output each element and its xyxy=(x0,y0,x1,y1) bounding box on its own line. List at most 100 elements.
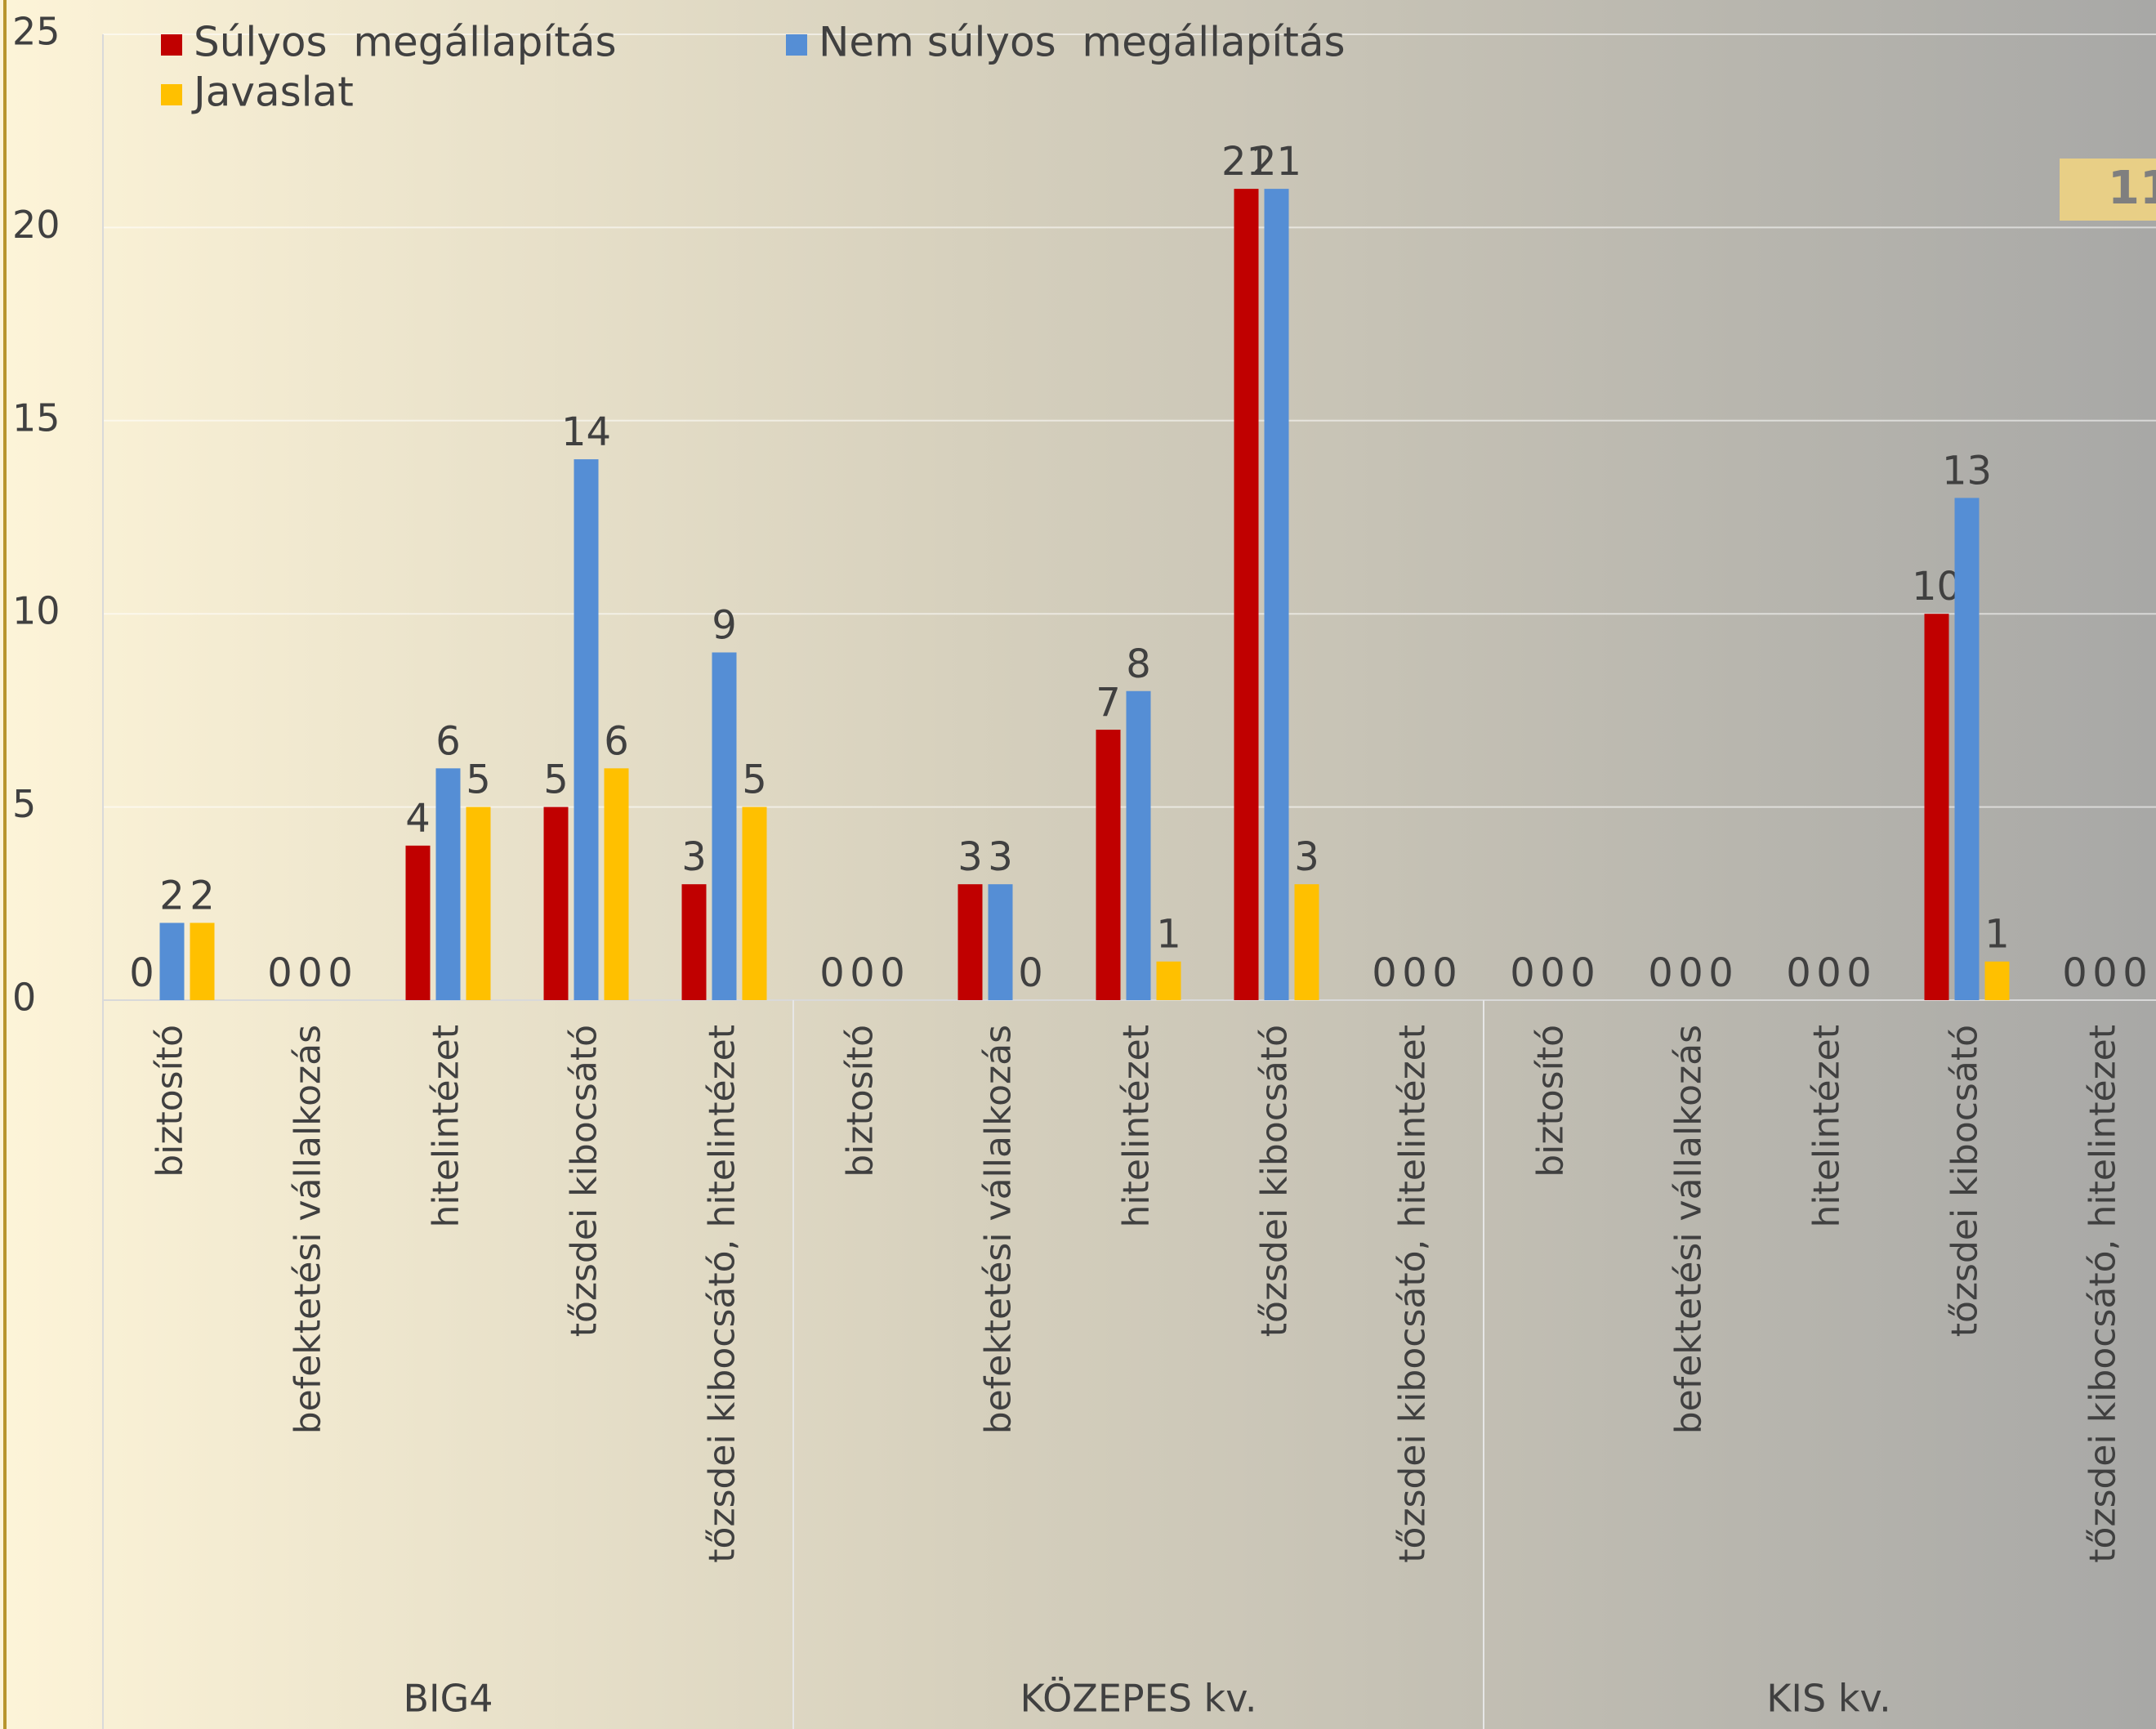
group-label: KIS kv. xyxy=(1766,1677,1890,1721)
bar xyxy=(190,923,215,1000)
value-label: 0 xyxy=(880,950,905,996)
value-label: 0 xyxy=(1540,950,1565,996)
value-label: 10 xyxy=(1912,564,1962,610)
value-label: 3 xyxy=(957,834,983,880)
y-tick-label: 25 xyxy=(12,10,60,54)
legend-swatch xyxy=(786,34,807,56)
value-label: 0 xyxy=(1372,950,1397,996)
x-tick-label: befektetési vállalkozás xyxy=(288,1025,329,1434)
bar xyxy=(435,768,461,1000)
value-label: 9 xyxy=(712,602,737,648)
bar xyxy=(1264,189,1289,1000)
bar xyxy=(604,768,629,1000)
x-tick-label: befektetési vállalkozás xyxy=(978,1025,1020,1434)
value-label: 0 xyxy=(819,950,845,996)
legend-label: Javaslat xyxy=(191,69,354,116)
value-label: 0 xyxy=(1708,950,1734,996)
x-tick-label: tőzsdei kibocsátó, hitelintézet xyxy=(702,1025,743,1563)
legend-swatch xyxy=(161,34,182,56)
x-tick-label: biztosító xyxy=(840,1025,882,1177)
x-tick-label: tőzsdei kibocsátó, hitelintézet xyxy=(2082,1025,2124,1563)
bar xyxy=(957,884,983,1000)
value-label: 2 xyxy=(190,873,215,918)
x-tick-label: hitelintézet xyxy=(1116,1025,1158,1228)
bar xyxy=(1954,498,1980,1000)
value-label: 5 xyxy=(742,757,767,803)
value-label: 21 xyxy=(1252,139,1301,185)
value-label: 0 xyxy=(2123,950,2148,996)
legend-swatch xyxy=(161,84,182,105)
value-label: 0 xyxy=(328,950,353,996)
annotation: 11 xyxy=(2108,162,2156,215)
bar xyxy=(1126,690,1151,1000)
bar xyxy=(543,806,569,1000)
group-label: BIG4 xyxy=(403,1677,493,1721)
bar xyxy=(1924,614,1949,1000)
value-label: 8 xyxy=(1126,641,1151,687)
value-label: 0 xyxy=(297,950,323,996)
group-label: KÖZEPES kv. xyxy=(1020,1677,1257,1721)
legend-label: Nem súlyos megállapítás xyxy=(819,19,1346,66)
value-label: 4 xyxy=(405,796,431,842)
value-label: 0 xyxy=(2062,950,2087,996)
bar xyxy=(742,806,767,1000)
value-label: 1 xyxy=(1984,912,2010,958)
bar xyxy=(466,806,491,1000)
value-label: 13 xyxy=(1942,448,1992,494)
value-label: 5 xyxy=(466,757,491,803)
x-tick-label: tőzsdei kibocsátó xyxy=(1944,1025,1986,1337)
value-label: 0 xyxy=(129,950,154,996)
bar xyxy=(405,845,431,1000)
value-label: 5 xyxy=(543,757,569,803)
y-tick-label: 15 xyxy=(12,395,60,440)
value-label: 6 xyxy=(604,718,629,764)
value-label: 6 xyxy=(435,718,461,764)
x-tick-label: befektetési vállalkozás xyxy=(1668,1025,1710,1434)
bar xyxy=(1984,961,2010,1000)
y-tick-label: 0 xyxy=(12,976,36,1020)
x-tick-label: tőzsdei kibocsátó xyxy=(564,1025,605,1337)
x-tick-label: biztosító xyxy=(150,1025,191,1177)
bar xyxy=(681,884,707,1000)
annotation-box xyxy=(2060,159,2156,221)
value-label: 2 xyxy=(159,873,185,918)
y-tick-label: 20 xyxy=(12,203,60,247)
value-label: 0 xyxy=(267,950,292,996)
value-label: 7 xyxy=(1096,680,1121,726)
y-tick-label: 5 xyxy=(12,782,36,826)
value-label: 3 xyxy=(1294,834,1319,880)
value-label: 1 xyxy=(1156,912,1181,958)
value-label: 0 xyxy=(1510,950,1535,996)
bar xyxy=(712,652,737,1000)
x-tick-label: tőzsdei kibocsátó, hitelintézet xyxy=(1392,1025,1434,1563)
value-label: 0 xyxy=(2092,950,2118,996)
value-label: 0 xyxy=(1678,950,1703,996)
legend-label: Súlyos megállapítás xyxy=(194,19,617,66)
x-tick-label: hitelintézet xyxy=(1806,1025,1848,1228)
value-label: 3 xyxy=(681,834,707,880)
x-tick-label: hitelintézet xyxy=(426,1025,467,1228)
value-label: 3 xyxy=(988,834,1013,880)
x-tick-label: tőzsdei kibocsátó xyxy=(1254,1025,1296,1337)
bar xyxy=(574,459,599,1000)
value-label: 0 xyxy=(1816,950,1841,996)
value-label: 0 xyxy=(1786,950,1811,996)
bar xyxy=(1294,884,1319,1000)
value-label: 0 xyxy=(850,950,875,996)
bar xyxy=(1234,189,1259,1000)
value-label: 0 xyxy=(1432,950,1457,996)
bar xyxy=(1096,730,1121,1000)
value-label: 0 xyxy=(1570,950,1596,996)
value-label: 21 xyxy=(1221,139,1271,185)
y-tick-label: 10 xyxy=(12,589,60,633)
value-label: 0 xyxy=(1648,950,1673,996)
value-label: 0 xyxy=(1402,950,1427,996)
bar xyxy=(159,923,185,1000)
bar xyxy=(1156,961,1181,1000)
bar xyxy=(988,884,1013,1000)
value-label: 0 xyxy=(1018,950,1043,996)
value-label: 14 xyxy=(561,409,611,455)
